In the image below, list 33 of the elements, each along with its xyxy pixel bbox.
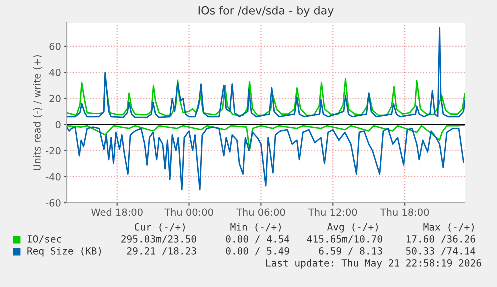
line-series bbox=[67, 28, 465, 118]
text: 0.00 / 5.49 bbox=[226, 247, 290, 256]
text: Avg (-/+) bbox=[328, 223, 378, 233]
line-series bbox=[67, 77, 465, 116]
y-tick-label: -20 bbox=[46, 147, 61, 155]
y-tick-label: 0 bbox=[56, 121, 61, 129]
y-axis-title: Units read (-) / write (+) bbox=[33, 55, 42, 171]
x-tick-label: Thu 12:00 bbox=[308, 208, 358, 216]
text: Cur (-/+) bbox=[134, 223, 185, 232]
y-tick-label: 40 bbox=[50, 69, 61, 76]
line-series bbox=[67, 124, 465, 149]
x-tick-label: Thu 18:00 bbox=[380, 208, 430, 216]
text: 295.03m/23.50 bbox=[122, 235, 196, 244]
text: 6.59 / 8.13 bbox=[319, 247, 382, 256]
y-tick-label: -40 bbox=[46, 173, 61, 181]
y-tick-label: 60 bbox=[50, 42, 61, 50]
text: 0.00 / 4.54 bbox=[226, 235, 290, 244]
text: Last update: Thu May 21 22:58:19 2026 bbox=[266, 259, 482, 269]
line-series bbox=[67, 126, 464, 191]
y-tick-label: -60 bbox=[46, 199, 61, 207]
legend-label: Req Size (KB) bbox=[28, 247, 102, 257]
text: 29.21 /18.23 bbox=[127, 247, 196, 256]
x-tick-label: Wed 18:00 bbox=[92, 208, 143, 216]
text: 17.60 /36.26 bbox=[406, 235, 476, 244]
y-tick-label: 20 bbox=[50, 95, 61, 102]
text: Max (-/+) bbox=[424, 223, 474, 232]
text: 50.33 /74.14 bbox=[406, 247, 476, 256]
text: 415.65m/10.70 bbox=[307, 235, 382, 244]
chart-title: IOs for /dev/sda - by day bbox=[198, 6, 334, 17]
text: Min (-/+) bbox=[230, 223, 281, 232]
x-tick-label: Thu 06:00 bbox=[236, 208, 286, 216]
legend-label: IO/sec bbox=[28, 235, 62, 244]
x-tick-label: Thu 00:00 bbox=[164, 208, 214, 216]
